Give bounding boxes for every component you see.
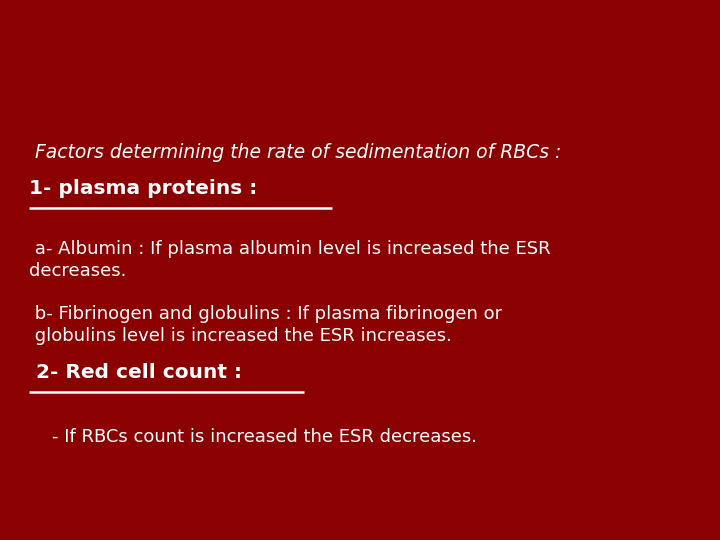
- Text: Factors determining the rate of sedimentation of RBCs :: Factors determining the rate of sediment…: [29, 143, 561, 162]
- Text: b- Fibrinogen and globulins : If plasma fibrinogen or
 globulins level is increa: b- Fibrinogen and globulins : If plasma …: [29, 305, 502, 345]
- Text: 1- plasma proteins :: 1- plasma proteins :: [29, 179, 264, 198]
- Text: 2- Red cell count :: 2- Red cell count :: [29, 363, 242, 382]
- Text: - If RBCs count is increased the ESR decreases.: - If RBCs count is increased the ESR dec…: [29, 428, 477, 445]
- Text: a- Albumin : If plasma albumin level is increased the ESR
decreases.: a- Albumin : If plasma albumin level is …: [29, 240, 550, 280]
